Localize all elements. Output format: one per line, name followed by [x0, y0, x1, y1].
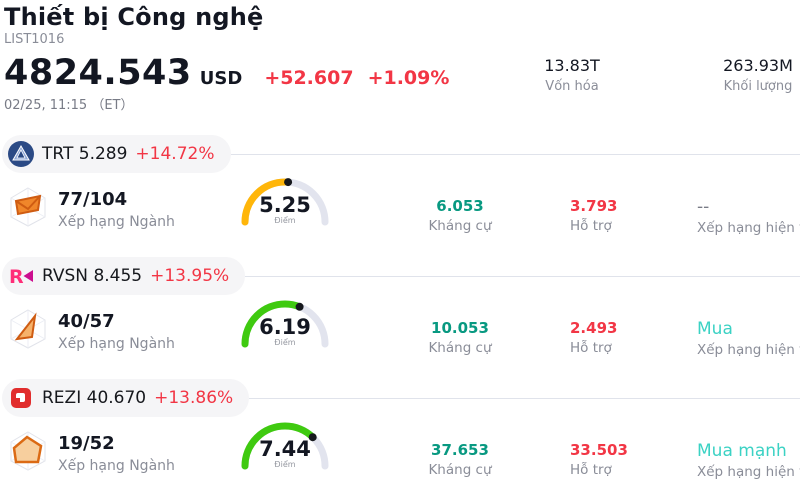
- resistance-label: Kháng cự: [428, 462, 492, 478]
- current-rating-label: Xếp hạng hiện tại: [697, 342, 800, 358]
- stock-list: TRT 5.289 +14.72% 77/104 Xếp: [0, 135, 800, 488]
- stock-row-rezi: REZI 40.670 +13.86% 19/52 Xếp hạng Ngành: [0, 379, 800, 488]
- support-cell: 2.493 Hỗ trợ: [570, 305, 618, 357]
- ticker-and-price: RVSN 8.455: [42, 266, 143, 286]
- current-rating-cell: Mua Xếp hạng hiện tại: [610, 305, 800, 359]
- score-label: Điểm: [274, 216, 296, 225]
- market-cap-stat: 13.83T Vốn hóa: [534, 56, 610, 96]
- support-label: Hỗ trợ: [570, 340, 612, 356]
- price-change-abs: +52.607: [264, 67, 354, 89]
- industry-rank-label: Xếp hạng Ngành: [58, 336, 175, 352]
- trt-logo-icon: [8, 141, 34, 167]
- row-divider: [230, 153, 800, 155]
- current-rating-label: Xếp hạng hiện tại: [697, 464, 800, 480]
- score-label: Điểm: [274, 338, 296, 347]
- sector-cube-cone-icon: [10, 309, 46, 349]
- industry-rank-cell: 40/57 Xếp hạng Ngành: [0, 305, 220, 353]
- industry-rank-cell: 19/52 Xếp hạng Ngành: [0, 427, 220, 475]
- rvsn-logo-icon: R: [9, 266, 33, 288]
- current-rating-cell: Mua mạnh Xếp hạng hiện tại: [610, 427, 800, 481]
- score-label: Điểm: [274, 460, 296, 469]
- score-gauge: 5.25 Điểm: [237, 174, 333, 230]
- stock-row-trt: TRT 5.289 +14.72% 77/104 Xếp: [0, 135, 800, 245]
- current-rating-value: Mua: [697, 319, 733, 339]
- ticker-and-price: TRT 5.289: [42, 144, 128, 164]
- ticker-change: +14.72%: [135, 144, 215, 164]
- support-label: Hỗ trợ: [570, 462, 612, 478]
- volume-stat: 263.93M Khối lượng: [720, 56, 796, 96]
- resistance-cell: 10.053 Kháng cự: [350, 305, 570, 357]
- currency-label: USD: [199, 68, 243, 89]
- industry-rank-value: 77/104: [58, 189, 128, 210]
- ticker-change: +13.86%: [154, 388, 234, 408]
- price-change-pct: +1.09%: [367, 67, 450, 89]
- support-cell: 3.793 Hỗ trợ: [570, 183, 618, 235]
- page-title: Thiết bị Công nghệ: [4, 3, 264, 31]
- quote-timestamp: 02/25, 11:15 （ET）: [4, 98, 134, 113]
- stock-row-rvsn: R RVSN 8.455 +13.95%: [0, 257, 800, 367]
- gauge-arc: [237, 418, 333, 478]
- industry-rank-label: Xếp hạng Ngành: [58, 214, 175, 230]
- gauge-arc: [237, 174, 333, 234]
- industry-rank-value: 19/52: [58, 433, 115, 454]
- resistance-value: 10.053: [431, 319, 489, 337]
- score-value: 6.19: [259, 315, 311, 339]
- resistance-label: Kháng cự: [428, 340, 492, 356]
- rezi-logo-icon: [11, 388, 31, 408]
- industry-rank-cell: 77/104 Xếp hạng Ngành: [0, 183, 220, 231]
- current-rating-value: --: [697, 197, 710, 217]
- score-gauge-cell: 6.19 Điểm: [220, 300, 350, 352]
- index-price: 4824.543: [4, 53, 192, 93]
- header-stats: 13.83T Vốn hóa 263.93M Khối lượng: [534, 56, 796, 96]
- industry-rank-label: Xếp hạng Ngành: [58, 458, 175, 474]
- resistance-value: 37.653: [431, 441, 489, 459]
- ticker-and-price: REZI 40.670: [42, 388, 147, 408]
- volume-value: 263.93M: [723, 56, 793, 75]
- ticker-pill-rezi[interactable]: REZI 40.670 +13.86%: [2, 379, 250, 417]
- current-rating-value: Mua mạnh: [697, 441, 787, 461]
- current-rating-cell: -- Xếp hạng hiện tại: [610, 183, 800, 237]
- resistance-cell: 37.653 Kháng cự: [350, 427, 570, 479]
- score-gauge: 6.19 Điểm: [237, 296, 333, 352]
- row-divider: [245, 275, 800, 277]
- resistance-value: 6.053: [436, 197, 484, 215]
- market-cap-label: Vốn hóa: [545, 79, 599, 94]
- ticker-pill-rvsn[interactable]: R RVSN 8.455 +13.95%: [2, 257, 246, 295]
- score-value: 7.44: [259, 437, 311, 461]
- svg-text:R: R: [9, 266, 24, 288]
- support-value: 3.793: [570, 197, 618, 215]
- score-gauge-cell: 7.44 Điểm: [220, 422, 350, 474]
- sector-cube-pentagon-icon: [10, 431, 46, 471]
- header: Thiết bị Công nghệ LIST1016 4824.543 USD…: [0, 0, 800, 114]
- market-cap-value: 13.83T: [544, 56, 600, 75]
- gauge-arc: [237, 296, 333, 356]
- sector-cube-envelope-icon: [10, 187, 46, 227]
- support-cell: 33.503 Hỗ trợ: [570, 427, 628, 479]
- support-label: Hỗ trợ: [570, 218, 612, 234]
- score-gauge-cell: 5.25 Điểm: [220, 178, 350, 230]
- row-divider: [249, 397, 800, 399]
- support-value: 33.503: [570, 441, 628, 459]
- support-value: 2.493: [570, 319, 618, 337]
- current-rating-label: Xếp hạng hiện tại: [697, 220, 800, 236]
- resistance-label: Kháng cự: [428, 218, 492, 234]
- score-gauge: 7.44 Điểm: [237, 418, 333, 474]
- resistance-cell: 6.053 Kháng cự: [350, 183, 570, 235]
- list-id: LIST1016: [4, 32, 65, 47]
- ticker-change: +13.95%: [150, 266, 230, 286]
- ticker-pill-trt[interactable]: TRT 5.289 +14.72%: [2, 135, 231, 173]
- score-value: 5.25: [259, 193, 311, 217]
- volume-label: Khối lượng: [723, 79, 793, 94]
- industry-rank-value: 40/57: [58, 311, 115, 332]
